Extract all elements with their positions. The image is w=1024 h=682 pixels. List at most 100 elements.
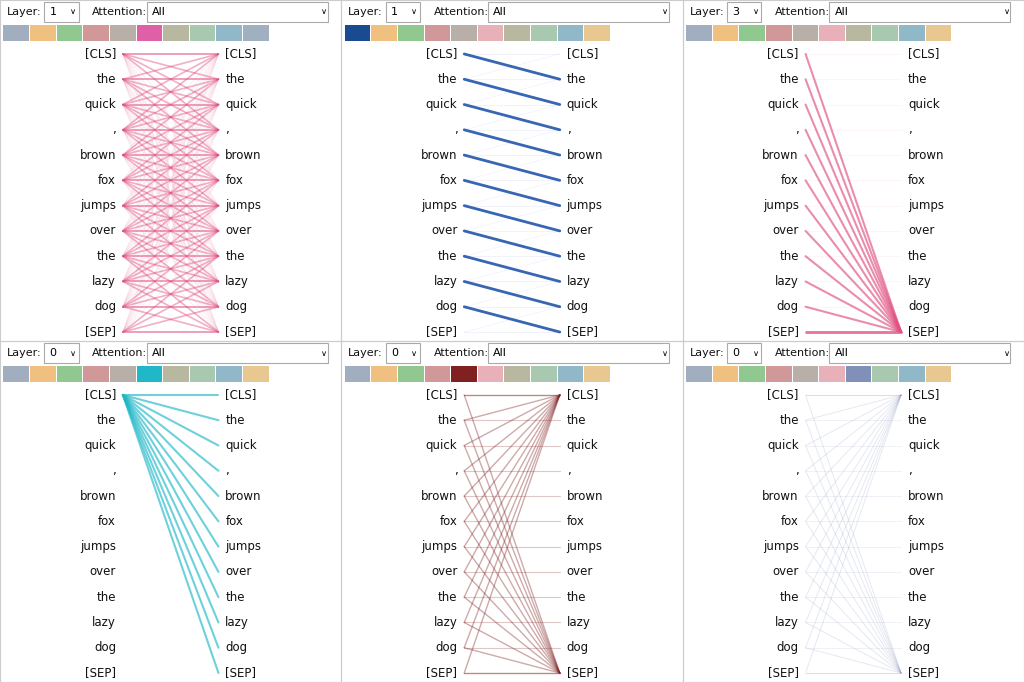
Bar [372,366,397,382]
Text: quick: quick [84,439,116,452]
Bar [452,25,477,41]
Text: the: the [438,591,458,604]
Text: over: over [908,224,934,237]
Text: Layer:: Layer: [348,348,383,358]
Text: jumps: jumps [422,199,458,212]
Text: 0: 0 [391,348,398,358]
Text: Attention:: Attention: [433,348,488,358]
Text: the: the [779,414,799,427]
Bar [872,366,898,382]
Text: jumps: jumps [80,540,116,553]
Text: fox: fox [225,515,243,528]
Text: [CLS]: [CLS] [566,389,598,402]
Bar [136,366,162,382]
Text: fox: fox [439,174,458,187]
Text: brown: brown [566,490,603,503]
Text: lazy: lazy [433,275,458,288]
Text: [SEP]: [SEP] [566,325,598,338]
Bar [398,25,424,41]
Text: ,: , [454,123,458,136]
Bar [56,25,82,41]
Text: ,: , [908,123,911,136]
Text: jumps: jumps [566,199,602,212]
Text: ∨: ∨ [321,8,327,16]
Text: quick: quick [225,98,257,111]
Text: [CLS]: [CLS] [767,389,799,402]
Text: jumps: jumps [763,199,799,212]
Bar [846,25,871,41]
Text: ∨: ∨ [70,8,76,16]
Text: fox: fox [781,174,799,187]
Bar [56,366,82,382]
Text: the: the [908,414,928,427]
Text: ,: , [225,464,229,477]
Text: quick: quick [566,439,598,452]
Bar [899,366,925,382]
Text: ∨: ∨ [663,349,669,357]
Text: ,: , [225,123,229,136]
Bar [163,25,188,41]
Text: the: the [438,73,458,86]
FancyBboxPatch shape [488,343,669,363]
Bar [478,366,504,382]
Bar [345,25,371,41]
Text: over: over [90,224,116,237]
FancyBboxPatch shape [146,343,328,363]
Bar [110,25,135,41]
Bar [398,366,424,382]
Text: ∨: ∨ [1004,349,1010,357]
Bar [739,366,765,382]
Text: the: the [566,414,586,427]
FancyBboxPatch shape [727,343,761,363]
Text: ∨: ∨ [753,8,759,16]
Text: Attention:: Attention: [775,7,829,17]
Text: Attention:: Attention: [775,348,829,358]
FancyBboxPatch shape [829,343,1011,363]
Bar [872,25,898,41]
Text: ,: , [795,123,799,136]
Text: jumps: jumps [908,199,944,212]
Bar [713,366,738,382]
Text: quick: quick [767,439,799,452]
FancyBboxPatch shape [44,2,79,22]
Text: All: All [152,7,166,17]
Bar [766,25,792,41]
Text: ∨: ∨ [663,8,669,16]
Text: the: the [908,250,928,263]
Text: quick: quick [767,98,799,111]
Text: [CLS]: [CLS] [566,48,598,61]
Text: Attention:: Attention: [92,7,147,17]
FancyBboxPatch shape [829,2,1011,22]
Text: dog: dog [225,641,248,654]
Text: quick: quick [908,439,940,452]
Text: brown: brown [566,149,603,162]
Text: ∨: ∨ [70,349,76,357]
Text: over: over [90,565,116,578]
Text: the: the [779,250,799,263]
Text: the: the [566,73,586,86]
Bar [766,366,792,382]
Bar [243,366,268,382]
Bar [452,366,477,382]
Text: lazy: lazy [908,616,932,629]
Text: ,: , [113,123,116,136]
Bar [713,25,738,41]
Text: over: over [566,565,593,578]
Text: lazy: lazy [92,275,116,288]
Text: over: over [431,565,458,578]
Text: the: the [96,73,116,86]
Text: dog: dog [908,300,930,313]
Text: the: the [438,250,458,263]
Text: quick: quick [426,98,458,111]
Text: 1: 1 [391,7,398,17]
Bar [372,25,397,41]
Text: brown: brown [762,149,799,162]
FancyBboxPatch shape [727,2,761,22]
Text: lazy: lazy [775,616,799,629]
Text: lazy: lazy [566,275,591,288]
Text: quick: quick [426,439,458,452]
Text: fox: fox [98,174,116,187]
Bar [83,25,109,41]
Text: Layer:: Layer: [689,7,724,17]
Text: 0: 0 [732,348,739,358]
